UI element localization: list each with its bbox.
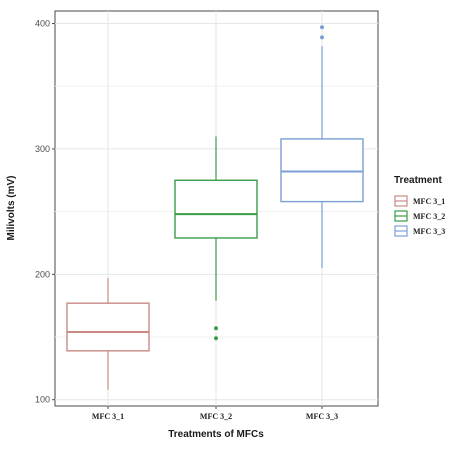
- box-outlier-point: [214, 326, 218, 331]
- box-outlier-point: [320, 35, 324, 40]
- x-tick-label: MFC 3_2: [200, 412, 232, 421]
- axis-layer: 100 200 300 400 MFC 3_1 MFC 3_2 MFC 3_3: [35, 19, 338, 421]
- box-iqr: [174, 179, 258, 239]
- boxes-layer: [66, 25, 364, 390]
- y-axis-title: Milivolts (mV): [6, 175, 17, 240]
- box-iqr: [280, 138, 364, 203]
- box-iqr: [66, 302, 150, 352]
- y-tick-label: 300: [35, 144, 50, 154]
- box-outlier-point: [214, 336, 218, 341]
- legend-label: MFC 3_1: [413, 197, 445, 206]
- y-tick-label: 400: [35, 19, 50, 29]
- box-outlier-point: [320, 25, 324, 30]
- x-tick-label: MFC 3_1: [92, 412, 124, 421]
- y-tick-label: 100: [35, 395, 50, 405]
- legend-label: MFC 3_3: [413, 227, 445, 236]
- legend-label: MFC 3_2: [413, 212, 445, 221]
- legend: Treatment MFC 3_1 MFC 3_2 MFC 3_3: [394, 175, 445, 237]
- y-tick-label: 200: [35, 269, 50, 279]
- legend-title: Treatment: [394, 175, 442, 186]
- x-tick-label: MFC 3_3: [306, 412, 338, 421]
- x-axis-title: Treatments of MFCs: [168, 429, 264, 440]
